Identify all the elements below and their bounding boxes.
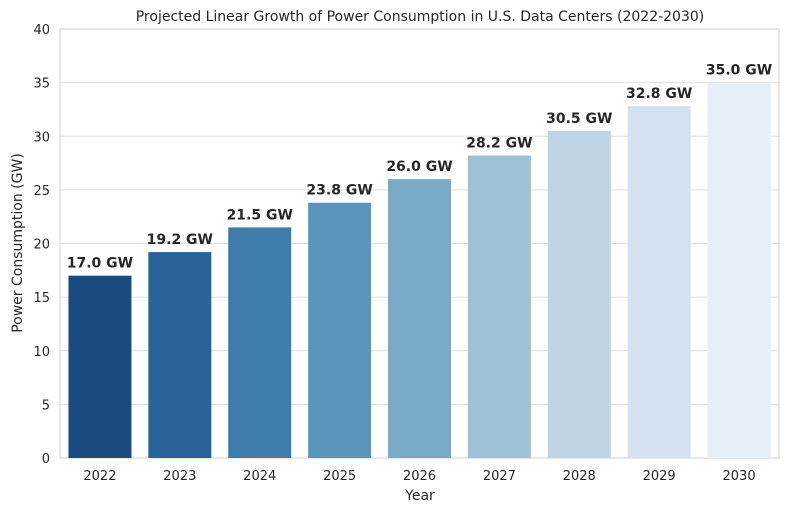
data-label: 17.0 GW <box>67 256 133 272</box>
bar-2025 <box>308 202 372 458</box>
y-tick-label: 0 <box>42 452 50 467</box>
y-tick-label: 10 <box>33 345 50 360</box>
x-tick-label: 2027 <box>483 469 516 484</box>
bar-2023 <box>148 252 212 458</box>
x-tick-label: 2023 <box>163 469 196 484</box>
data-label: 19.2 GW <box>147 232 213 248</box>
y-tick-label: 20 <box>33 238 50 253</box>
x-tick-label: 2022 <box>83 469 116 484</box>
data-label: 23.8 GW <box>306 183 372 199</box>
chart-title: Projected Linear Growth of Power Consump… <box>136 9 705 25</box>
data-label: 32.8 GW <box>626 86 692 102</box>
bar-2022 <box>68 275 132 458</box>
data-label: 28.2 GW <box>466 136 532 152</box>
y-tick-label: 5 <box>42 398 50 413</box>
y-axis-label: Power Consumption (GW) <box>10 153 26 333</box>
data-label: 35.0 GW <box>706 63 772 79</box>
bar-2029 <box>627 106 691 458</box>
bar-2030 <box>707 82 771 458</box>
data-label: 21.5 GW <box>227 207 293 223</box>
y-tick-label: 15 <box>33 291 50 306</box>
x-tick-label: 2028 <box>563 469 596 484</box>
bar-2026 <box>388 179 451 458</box>
x-tick-label: 2030 <box>723 469 756 484</box>
x-tick-label: 2029 <box>643 469 676 484</box>
data-label: 30.5 GW <box>546 111 612 127</box>
x-tick-label: 2026 <box>403 469 436 484</box>
y-tick-label: 30 <box>33 130 50 145</box>
y-tick-label: 40 <box>33 23 50 38</box>
x-tick-label: 2025 <box>323 469 356 484</box>
bar-2027 <box>467 155 531 458</box>
data-label: 26.0 GW <box>386 159 452 175</box>
y-tick-label: 25 <box>33 184 50 199</box>
x-axis-label: Year <box>404 488 435 504</box>
y-tick-label: 35 <box>33 77 50 92</box>
bar-2024 <box>228 227 292 458</box>
bar-2028 <box>547 130 611 458</box>
x-tick-label: 2024 <box>243 469 276 484</box>
